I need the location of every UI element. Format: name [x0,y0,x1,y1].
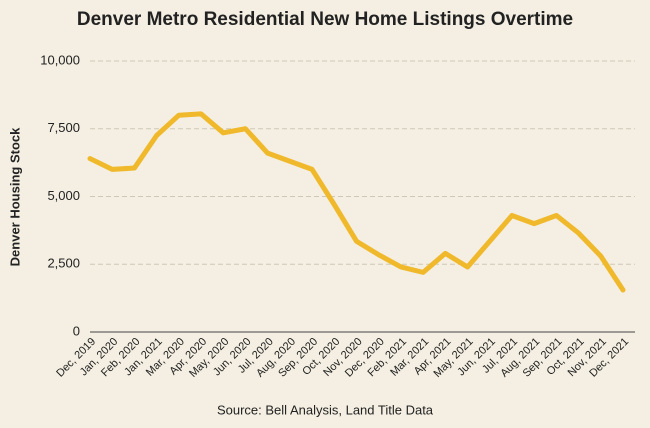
y-axis-label: Denver Housing Stock [7,127,22,266]
y-tick-label: 7,500 [47,120,80,135]
line-series [87,111,626,293]
y-tick-label: 10,000 [40,52,80,67]
y-tick-label: 5,000 [47,188,80,203]
y-tick-label: 0 [73,323,80,338]
source-note: Source: Bell Analysis, Land Title Data [217,402,434,417]
chart-title: Denver Metro Residential New Home Listin… [77,9,573,30]
y-tick-label: 2,500 [47,256,80,271]
